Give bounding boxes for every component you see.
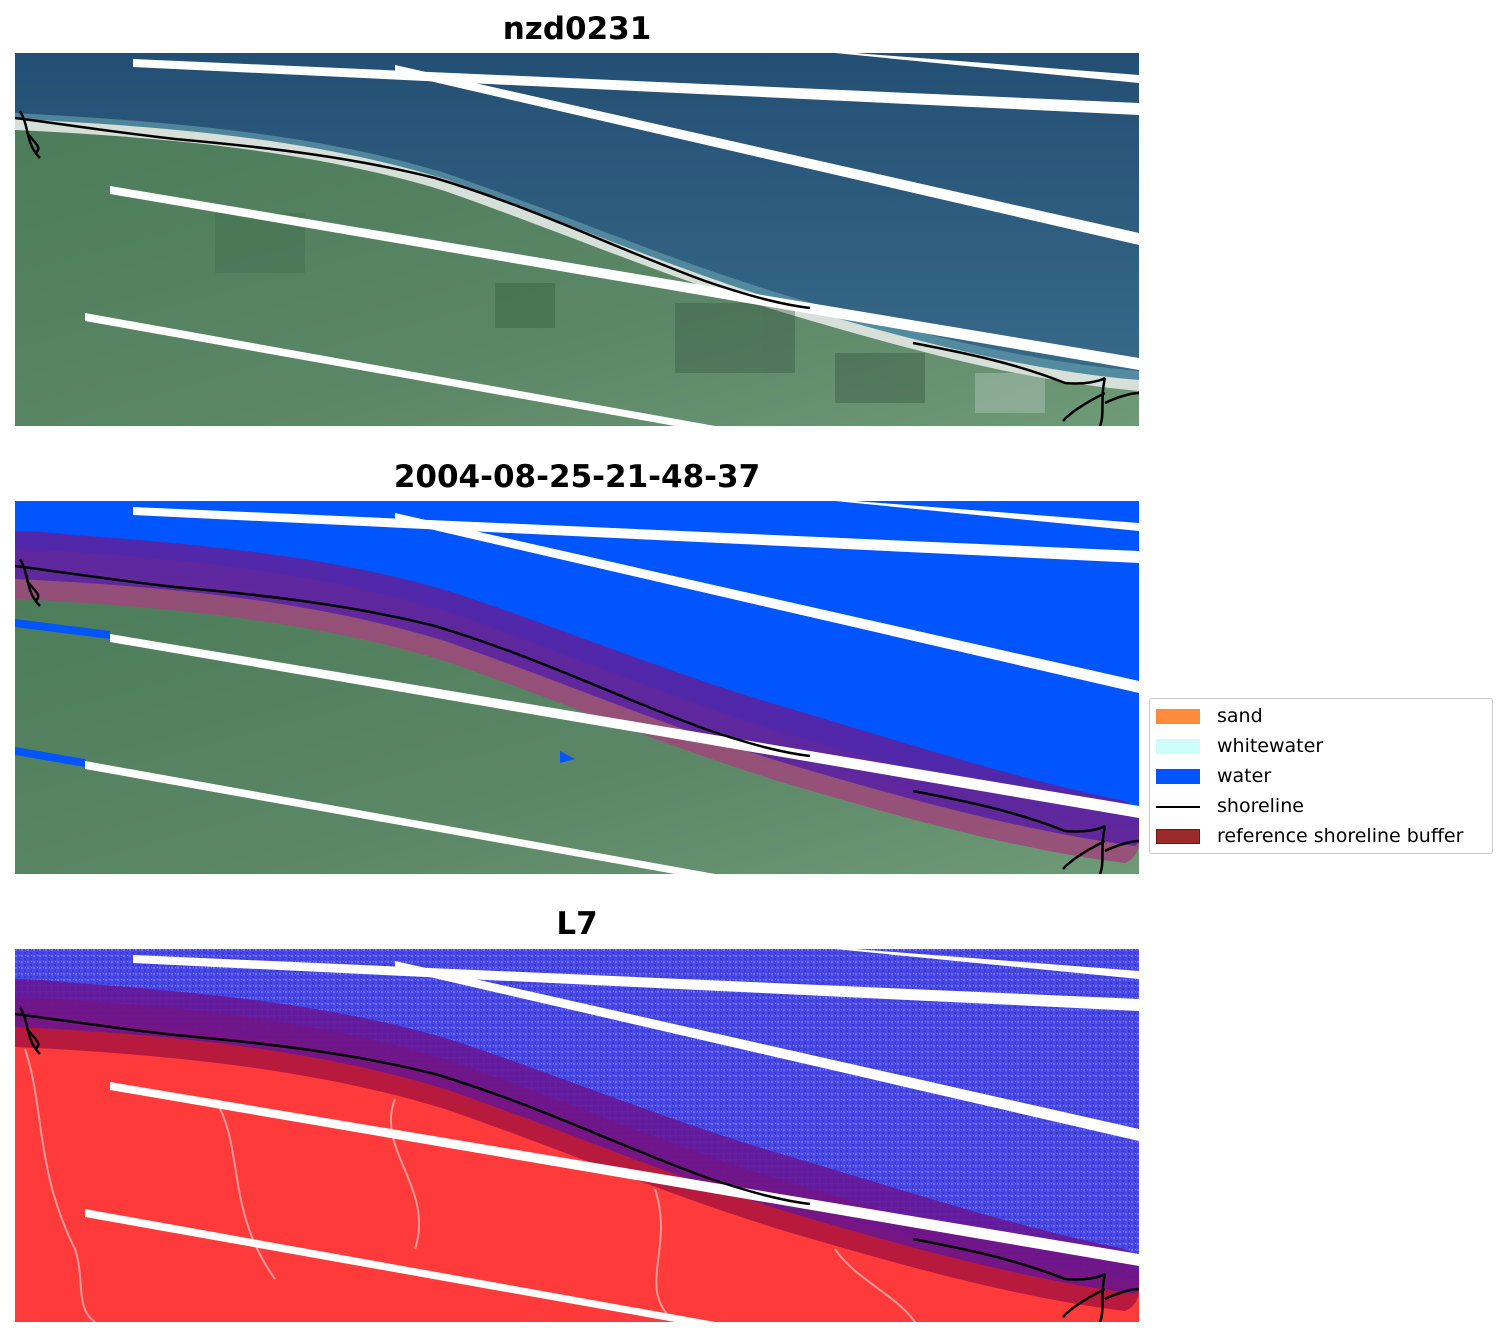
panel-title-1: nzd0231 (502, 11, 652, 47)
classified-image (15, 501, 1139, 874)
shoreline-line-swatch (1156, 806, 1200, 808)
legend-item-shoreline: shoreline (1156, 794, 1492, 818)
legend-item-whitewater: whitewater (1156, 734, 1492, 758)
scanline-gaps (85, 949, 1139, 1322)
reference-buffer-land (15, 997, 1139, 1311)
panel-title-2: 2004-08-25-21-48-37 (393, 459, 761, 495)
legend: sand whitewater water shoreline referenc… (1149, 698, 1493, 854)
reference-buffer-swatch (1156, 829, 1200, 844)
legend-item-reference-buffer: reference shoreline buffer (1156, 824, 1492, 848)
nearshore-shallow (15, 113, 1139, 383)
shoreline-west (18, 558, 41, 607)
classified-image-panel (15, 501, 1139, 874)
shoreline-west (18, 1006, 41, 1055)
rgb-image-panel (15, 53, 1139, 426)
index-image (15, 949, 1139, 1322)
legend-label-water: water (1217, 765, 1272, 787)
legend-label-shoreline: shoreline (1217, 795, 1304, 817)
legend-item-sand: sand (1156, 704, 1492, 728)
field-patches (215, 213, 1045, 413)
panel-title-3: L7 (556, 906, 598, 942)
shoreline-east (912, 1237, 1139, 1322)
index-image-panel (15, 949, 1139, 1322)
shoreline-east (912, 341, 1139, 426)
scanline-gaps (85, 53, 1139, 426)
legend-label-whitewater: whitewater (1217, 735, 1324, 757)
rgb-satellite-image (15, 53, 1139, 426)
water-stripes-land (15, 619, 575, 767)
scanline-gaps (85, 501, 1139, 874)
legend-label-sand: sand (1217, 705, 1263, 727)
shoreline-west (18, 110, 41, 159)
reference-buffer-land (15, 549, 1139, 863)
shoreline (15, 116, 811, 310)
river-channels (24, 1048, 916, 1322)
shoreline (15, 1012, 811, 1206)
whitewater-swatch (1156, 739, 1200, 754)
sand-swatch (1156, 709, 1200, 724)
legend-label-reference-buffer: reference shoreline buffer (1217, 825, 1464, 847)
shoreline-east (912, 789, 1139, 874)
legend-item-water: water (1156, 764, 1492, 788)
shoreline (15, 564, 811, 758)
water-swatch (1156, 769, 1200, 784)
